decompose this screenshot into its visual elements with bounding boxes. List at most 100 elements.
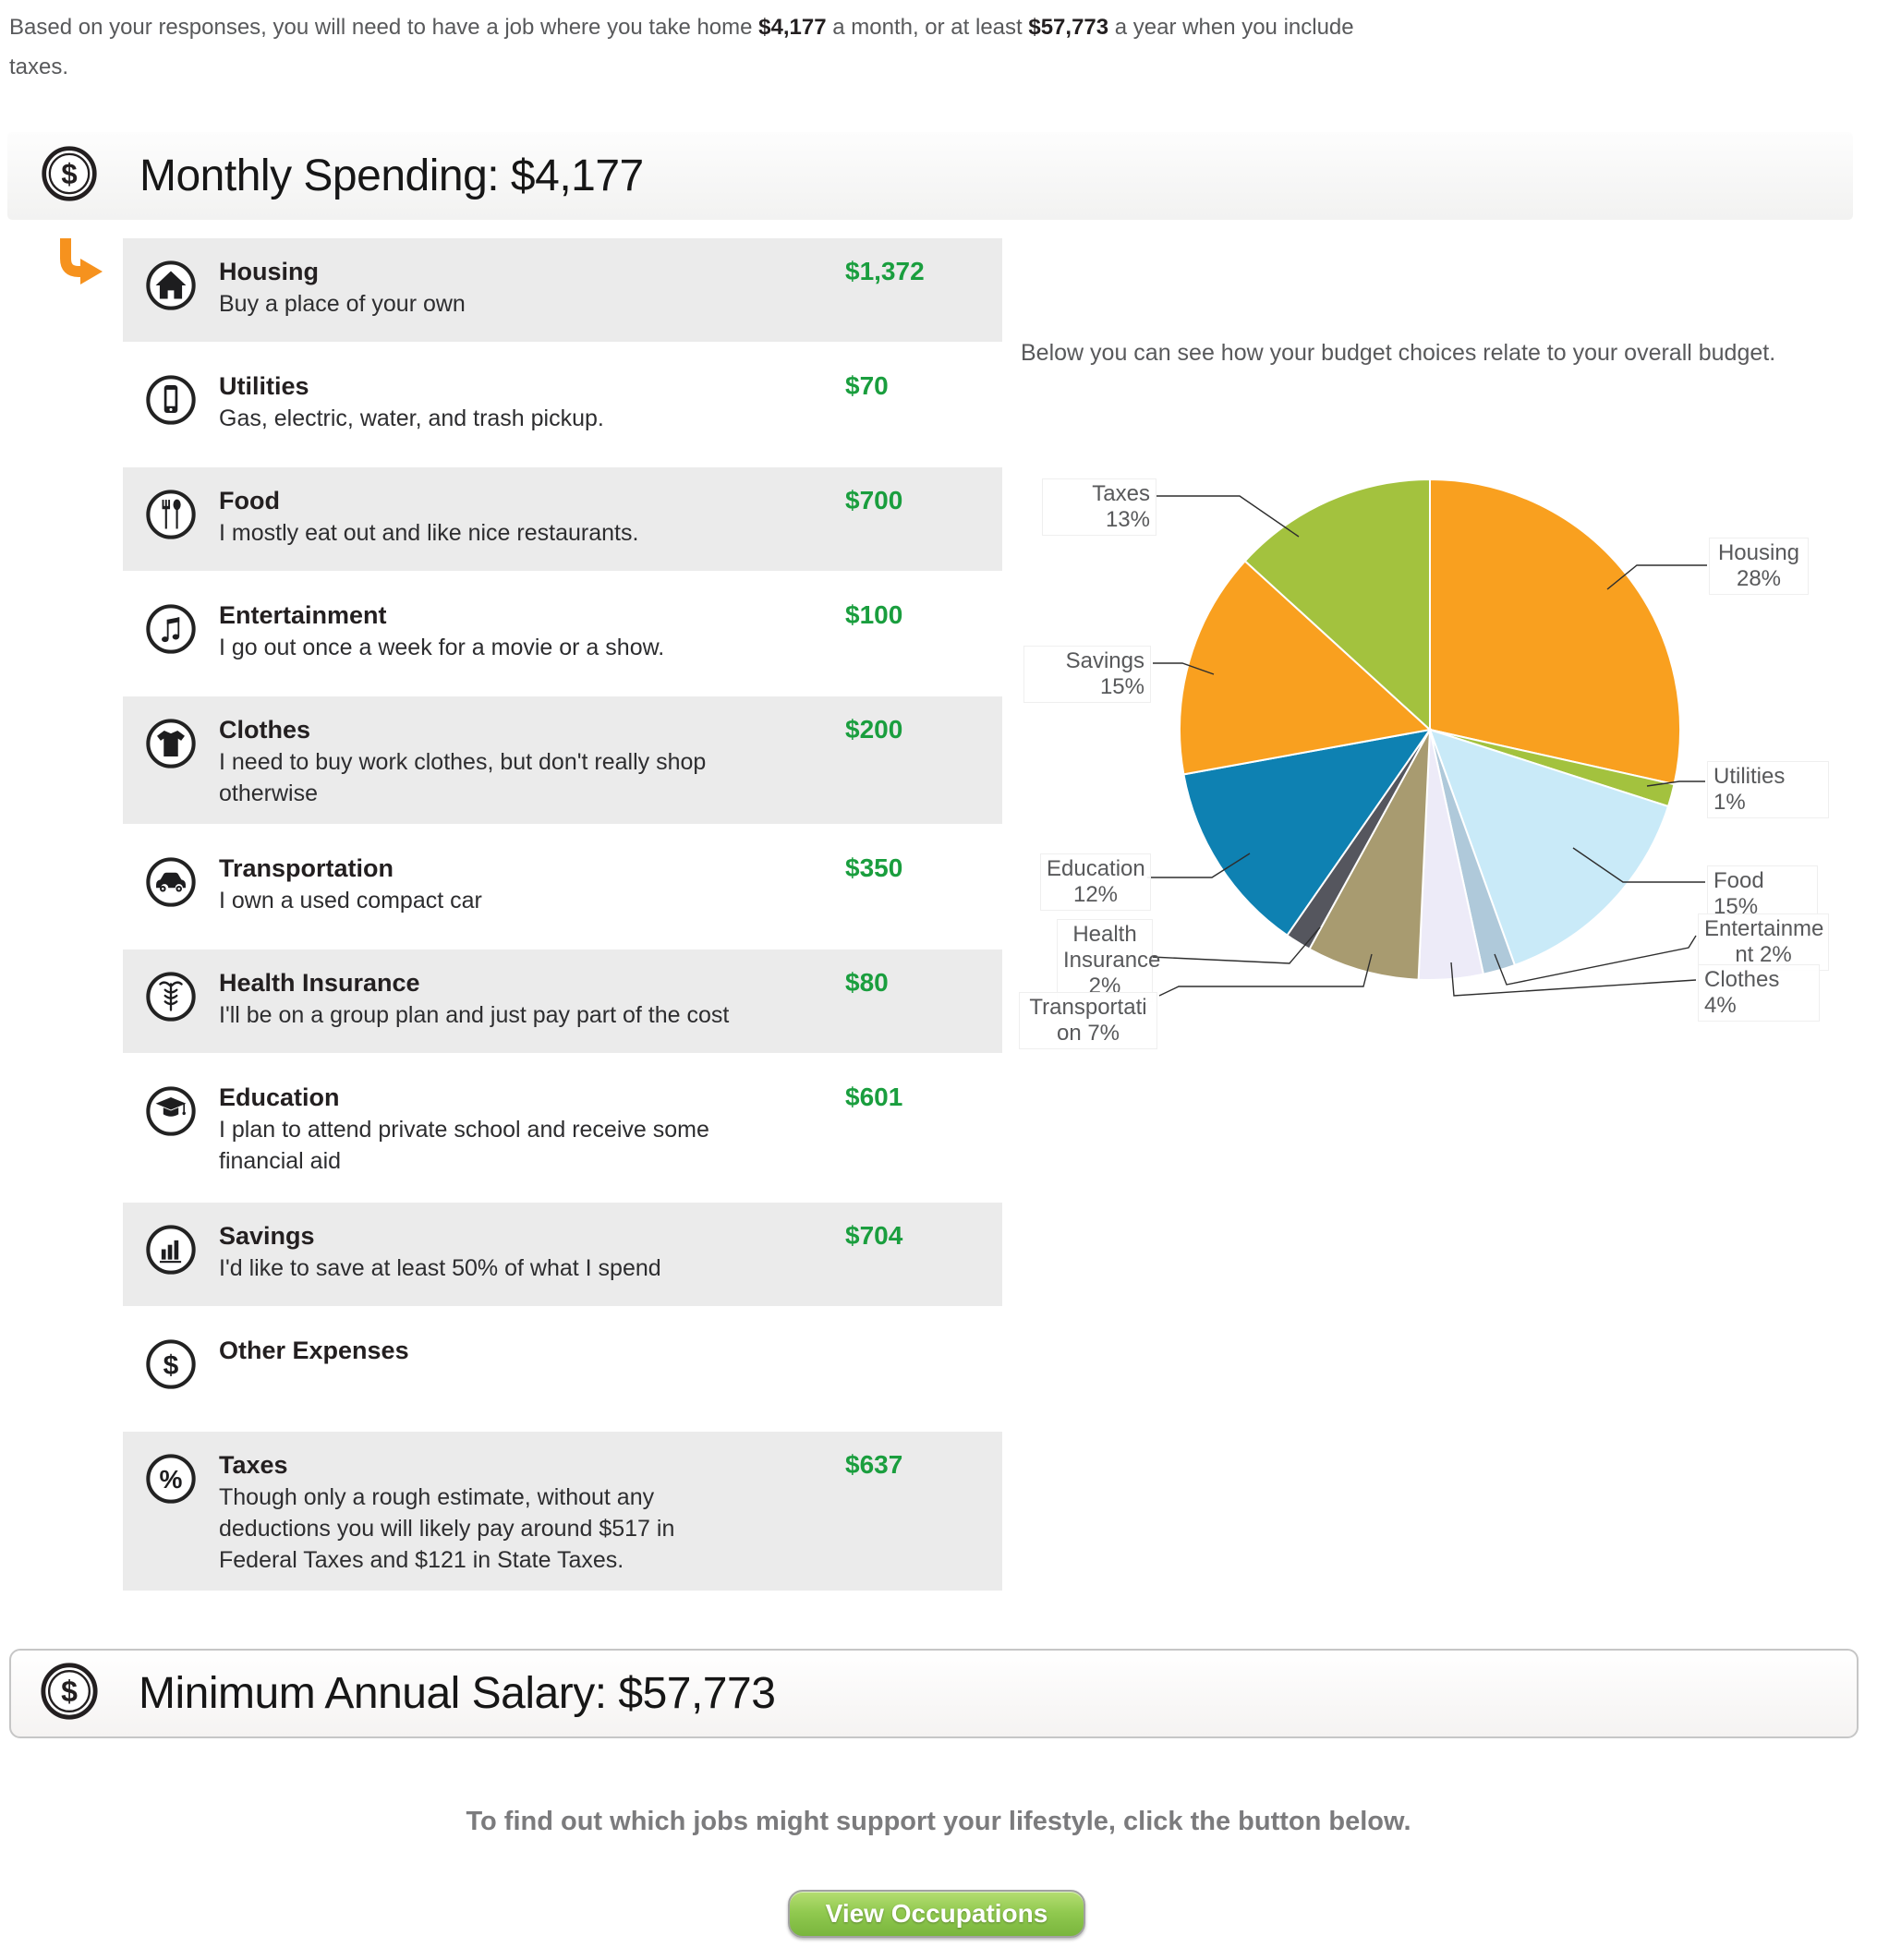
percent-icon: % xyxy=(123,1450,219,1576)
category-row-food[interactable]: Food I mostly eat out and like nice resta… xyxy=(123,467,1002,571)
category-text: Education I plan to attend private school… xyxy=(219,1083,755,1177)
category-row-education[interactable]: Education I plan to attend private school… xyxy=(123,1064,1002,1192)
pie-label-health-text-1: Health xyxy=(1072,922,1137,947)
svg-text:$: $ xyxy=(61,1675,78,1708)
monthly-spending-header: $ Monthly Spending: $4,177 xyxy=(7,132,1853,220)
category-amount: $70 xyxy=(845,371,889,400)
view-occupations-button[interactable]: View Occupations xyxy=(788,1890,1085,1938)
budget-pie-chart xyxy=(1147,478,1707,997)
car-icon xyxy=(123,853,219,924)
category-amount: $704 xyxy=(845,1221,903,1250)
pie-label-education-text: Education xyxy=(1047,856,1145,881)
category-text: Taxes Though only a rough estimate, witho… xyxy=(219,1450,755,1576)
category-amount: $601 xyxy=(845,1083,903,1111)
graduation-cap-icon xyxy=(123,1083,219,1177)
category-description: Buy a place of your own xyxy=(219,291,466,317)
pie-label-utilities-text: Utilities 1% xyxy=(1714,764,1786,815)
category-description: I go out once a week for a movie or a sh… xyxy=(219,635,665,660)
category-title: Education xyxy=(219,1083,340,1111)
category-row-utilities[interactable]: Utilities Gas, electric, water, and trash… xyxy=(123,353,1002,456)
pie-label-health-insurance: Health Insurance 2% xyxy=(1057,919,1161,1002)
category-row-entertainment[interactable]: Entertainment I go out once a week for a … xyxy=(123,582,1002,685)
pie-label-savings: Savings 15% xyxy=(1023,646,1151,703)
house-icon xyxy=(123,257,219,327)
caduceus-icon xyxy=(123,968,219,1038)
category-row-clothes[interactable]: Clothes I need to buy work clothes, but d… xyxy=(123,696,1002,824)
monthly-spending-title: Monthly Spending: $4,177 xyxy=(139,151,644,200)
pie-label-housing: Housing 28% xyxy=(1709,538,1809,595)
music-notes-icon xyxy=(123,600,219,671)
pie-label-transportation-text-1: Transportati xyxy=(1029,995,1147,1020)
pie-label-transportation: Transportati on 7% xyxy=(1019,992,1157,1049)
category-row-other-expenses[interactable]: $ Other Expenses xyxy=(123,1317,1002,1421)
bar-chart-icon xyxy=(123,1221,219,1291)
category-description: I need to buy work clothes, but don't re… xyxy=(219,749,707,806)
pie-label-entertainment: Entertainme nt 2% xyxy=(1698,913,1829,971)
category-amount: $1,372 xyxy=(845,257,925,285)
category-text: Food I mostly eat out and like nice resta… xyxy=(219,486,755,556)
dollar-circle-icon: $ xyxy=(39,1661,100,1726)
pie-label-utilities: Utilities 1% xyxy=(1707,761,1829,818)
intro-monthly-amount: $4,177 xyxy=(758,15,827,40)
category-text: Entertainment I go out once a week for a … xyxy=(219,600,755,671)
minimum-annual-salary-title: Minimum Annual Salary: $57,773 xyxy=(139,1669,776,1718)
category-row-health-insurance[interactable]: Health Insurance I'll be on a group plan … xyxy=(123,950,1002,1053)
pie-slice-savings xyxy=(1179,559,1433,776)
pie-label-entertainment-text-2: nt 2% xyxy=(1735,942,1792,967)
pie-label-food-text: Food 15% xyxy=(1714,868,1764,919)
pie-slice-education xyxy=(1182,728,1433,937)
category-amount: $80 xyxy=(845,968,889,997)
pie-label-housing-pct: 28% xyxy=(1736,566,1782,591)
category-text: Clothes I need to buy work clothes, but d… xyxy=(219,715,755,809)
category-row-housing[interactable]: Housing Buy a place of your own $1,372 xyxy=(123,238,1002,342)
category-title: Health Insurance xyxy=(219,969,420,997)
pie-label-clothes: Clothes 4% xyxy=(1698,964,1820,1022)
category-text: Transportation I own a used compact car xyxy=(219,853,755,924)
category-amount: $100 xyxy=(845,600,903,629)
category-description: Though only a rough estimate, without an… xyxy=(219,1484,675,1573)
pie-label-education-pct: 12% xyxy=(1072,882,1119,907)
category-text: Other Expenses xyxy=(219,1336,755,1406)
pie-slices xyxy=(1179,478,1681,981)
category-description: Gas, electric, water, and trash pickup. xyxy=(219,405,604,431)
budget-chart-area: Below you can see how your budget choice… xyxy=(970,240,1877,1099)
category-description: I'd like to save at least 50% of what I … xyxy=(219,1255,661,1281)
category-title: Housing xyxy=(219,258,319,285)
pie-label-clothes-text: Clothes 4% xyxy=(1704,967,1780,1018)
pie-label-health-text-2: Insurance xyxy=(1063,948,1161,973)
current-category-arrow-icon xyxy=(52,236,111,299)
dollar-icon: $ xyxy=(123,1336,219,1406)
tshirt-icon xyxy=(123,715,219,809)
category-text: Savings I'd like to save at least 50% of … xyxy=(219,1221,755,1291)
category-row-taxes[interactable]: % Taxes Though only a rough estimate, with… xyxy=(123,1432,1002,1591)
category-amount: $200 xyxy=(845,715,903,744)
category-row-transportation[interactable]: Transportation I own a used compact car $3… xyxy=(123,835,1002,938)
category-text: Utilities Gas, electric, water, and trash… xyxy=(219,371,755,442)
category-title: Clothes xyxy=(219,716,311,744)
category-description: I'll be on a group plan and just pay par… xyxy=(219,1002,730,1028)
pie-leader-lines xyxy=(1147,495,1707,997)
pie-slice-taxes xyxy=(1243,478,1431,732)
pie-label-housing-text: Housing xyxy=(1717,540,1800,565)
category-description: I mostly eat out and like nice restauran… xyxy=(219,520,639,546)
category-row-savings[interactable]: Savings I'd like to save at least 50% of … xyxy=(123,1203,1002,1306)
footer-cta-text: To find out which jobs might support you… xyxy=(466,1807,1411,1836)
intro-mid: a month, or at least xyxy=(826,15,1029,40)
pie-label-taxes: Taxes 13% xyxy=(1042,478,1156,536)
dollar-circle-icon: $ xyxy=(40,144,99,208)
intro-pre: Based on your responses, you will need t… xyxy=(9,15,759,40)
category-title: Other Expenses xyxy=(219,1337,409,1364)
chart-intro-text: Below you can see how your budget choice… xyxy=(1021,340,1776,366)
minimum-annual-salary-bar: $ Minimum Annual Salary: $57,773 xyxy=(9,1649,1859,1738)
pie-slice-housing xyxy=(1429,478,1681,786)
category-text: Health Insurance I'll be on a group plan … xyxy=(219,968,755,1038)
category-amount: $700 xyxy=(845,486,903,514)
pie-slice-transportation xyxy=(1308,729,1431,981)
intro-post: a year when you include taxes. xyxy=(9,15,1354,79)
utensils-icon xyxy=(123,486,219,556)
pie-label-entertainment-text-1: Entertainme xyxy=(1704,916,1824,941)
category-title: Transportation xyxy=(219,854,394,882)
category-title: Entertainment xyxy=(219,601,387,629)
pie-label-education: Education 12% xyxy=(1040,853,1151,911)
